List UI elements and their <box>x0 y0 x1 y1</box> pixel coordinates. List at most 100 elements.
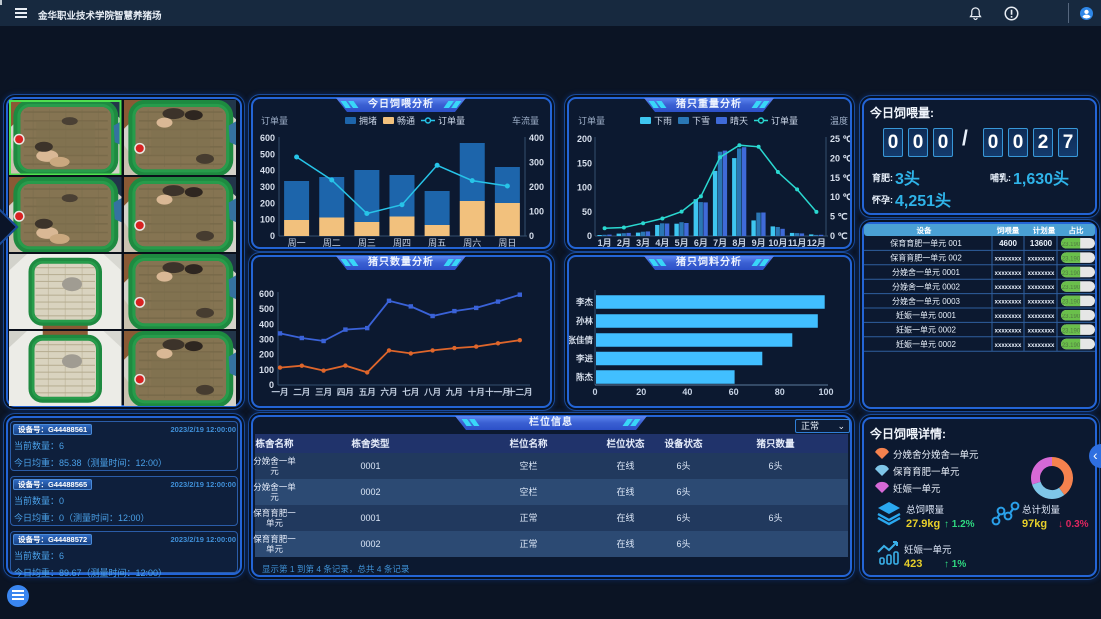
svg-text:张佳倩: 张佳倩 <box>569 335 593 345</box>
svg-text:0 ℃: 0 ℃ <box>830 231 848 241</box>
svg-text:总计划量: 总计划量 <box>1022 504 1061 516</box>
svg-text:畅通: 畅通 <box>397 115 415 126</box>
svg-text:周二: 周二 <box>323 238 341 247</box>
svg-text:6头: 6头 <box>768 461 782 471</box>
svg-text:空栏: 空栏 <box>519 486 537 497</box>
svg-text:妊娠一单元 0001: 妊娠一单元 0001 <box>896 310 957 320</box>
svg-text:显示第 1 到第 4 条记录，总共 4 条记录: 显示第 1 到第 4 条记录，总共 4 条记录 <box>262 564 410 574</box>
svg-text:十月: 十月 <box>468 387 485 397</box>
svg-text:400: 400 <box>260 166 275 176</box>
svg-text:元: 元 <box>270 466 279 476</box>
svg-text:分娩舍一单元 0001: 分娩舍一单元 0001 <box>892 267 961 277</box>
svg-text:100: 100 <box>818 387 833 397</box>
svg-text:300: 300 <box>259 335 274 345</box>
svg-text:25 ℃: 25 ℃ <box>830 134 850 144</box>
svg-text:9月: 9月 <box>752 238 766 247</box>
svg-text:三月: 三月 <box>315 387 332 397</box>
svg-text:6头: 6头 <box>676 539 690 549</box>
svg-text:妊娠一单元 0002: 妊娠一单元 0002 <box>896 339 957 349</box>
svg-text:0: 0 <box>270 231 275 241</box>
svg-text:xxxxxxxx: xxxxxxxx <box>995 314 1022 320</box>
svg-text:xxxxxxxx: xxxxxxxx <box>1028 300 1055 306</box>
svg-text:下雪: 下雪 <box>692 116 710 126</box>
svg-text:5 ℃: 5 ℃ <box>830 212 848 222</box>
svg-text:周五: 周五 <box>428 238 446 247</box>
svg-text:猪只数量: 猪只数量 <box>755 438 795 450</box>
svg-text:一月: 一月 <box>271 387 288 397</box>
svg-text:分娩舍分娩舍一单元: 分娩舍分娩舍一单元 <box>893 449 979 461</box>
svg-text:400: 400 <box>529 133 544 143</box>
svg-text:十一月: 十一月 <box>485 387 511 397</box>
svg-text:↓ 0.3%: ↓ 0.3% <box>1058 519 1089 530</box>
svg-text:200: 200 <box>577 134 592 144</box>
svg-text:600: 600 <box>259 289 274 299</box>
svg-text:在线: 在线 <box>616 512 634 523</box>
svg-text:500: 500 <box>260 149 275 159</box>
svg-text:陈杰: 陈杰 <box>576 372 594 382</box>
svg-text:保育育肥一: 保育育肥一 <box>253 534 296 544</box>
svg-text:23.190: 23.190 <box>1062 328 1081 334</box>
svg-text:单元: 单元 <box>266 518 284 528</box>
svg-text:50: 50 <box>582 207 592 217</box>
svg-text:七月: 七月 <box>402 387 419 397</box>
svg-text:400: 400 <box>259 319 274 329</box>
svg-text:车流量: 车流量 <box>512 115 539 126</box>
svg-text:500: 500 <box>259 304 274 314</box>
svg-text:xxxxxxxx: xxxxxxxx <box>995 300 1022 306</box>
svg-text:周六: 周六 <box>463 237 481 247</box>
svg-text:6头: 6头 <box>676 487 690 497</box>
svg-text:xxxxxxxx: xxxxxxxx <box>995 328 1022 334</box>
svg-text:6头: 6头 <box>768 513 782 523</box>
svg-text:23.190: 23.190 <box>1062 256 1081 262</box>
svg-text:孙林: 孙林 <box>576 316 594 326</box>
svg-text:在线: 在线 <box>616 460 634 471</box>
svg-text:150: 150 <box>577 158 592 168</box>
svg-text:423: 423 <box>904 558 922 570</box>
svg-text:订单量: 订单量 <box>261 115 288 126</box>
svg-text:200: 200 <box>260 198 275 208</box>
svg-text:3月: 3月 <box>636 238 650 247</box>
svg-text:设备状态: 设备状态 <box>664 438 703 450</box>
svg-text:12月: 12月 <box>807 238 826 247</box>
svg-text:李进: 李进 <box>575 354 594 364</box>
svg-text:0: 0 <box>529 231 534 241</box>
svg-text:计划量: 计划量 <box>1033 225 1056 235</box>
svg-text:xxxxxxxx: xxxxxxxx <box>995 285 1022 291</box>
svg-text:xxxxxxxx: xxxxxxxx <box>995 256 1022 262</box>
svg-text:分娩舍一单元 0003: 分娩舍一单元 0003 <box>892 296 961 306</box>
svg-text:0002: 0002 <box>360 487 380 497</box>
svg-text:8月: 8月 <box>732 238 746 247</box>
svg-text:订单量: 订单量 <box>578 115 605 126</box>
svg-text:正常: 正常 <box>519 512 537 523</box>
svg-text:0001: 0001 <box>360 513 380 523</box>
svg-text:6头: 6头 <box>676 513 690 523</box>
svg-text:20 ℃: 20 ℃ <box>830 153 850 163</box>
svg-text:元: 元 <box>270 492 279 502</box>
svg-text:6月: 6月 <box>694 238 708 247</box>
svg-text:23.190: 23.190 <box>1062 242 1081 248</box>
svg-text:xxxxxxxx: xxxxxxxx <box>1028 314 1055 320</box>
svg-text:xxxxxxxx: xxxxxxxx <box>1028 271 1055 277</box>
svg-text:分娩舍一单: 分娩舍一单 <box>253 482 296 492</box>
svg-text:23.190: 23.190 <box>1062 314 1081 320</box>
svg-text:xxxxxxxx: xxxxxxxx <box>995 343 1022 349</box>
svg-text:10 ℃: 10 ℃ <box>830 192 850 202</box>
svg-text:11月: 11月 <box>788 238 807 247</box>
svg-text:栏位名称: 栏位名称 <box>509 438 548 450</box>
svg-text:100: 100 <box>259 365 274 375</box>
svg-text:0: 0 <box>592 387 597 397</box>
svg-text:23.190: 23.190 <box>1062 271 1081 277</box>
svg-text:27.9kg: 27.9kg <box>906 518 940 530</box>
svg-text:保育育肥一: 保育育肥一 <box>253 508 296 518</box>
svg-text:23.190: 23.190 <box>1062 300 1081 306</box>
svg-text:23.190: 23.190 <box>1062 343 1081 349</box>
svg-text:xxxxxxxx: xxxxxxxx <box>1028 328 1055 334</box>
svg-text:拥堵: 拥堵 <box>359 115 377 126</box>
svg-text:80: 80 <box>775 387 785 397</box>
svg-text:单元: 单元 <box>266 544 284 554</box>
svg-text:下雨: 下雨 <box>654 116 672 126</box>
svg-text:200: 200 <box>529 182 544 192</box>
svg-text:四月: 四月 <box>337 387 354 397</box>
svg-text:xxxxxxxx: xxxxxxxx <box>995 271 1022 277</box>
svg-text:100: 100 <box>529 207 544 217</box>
